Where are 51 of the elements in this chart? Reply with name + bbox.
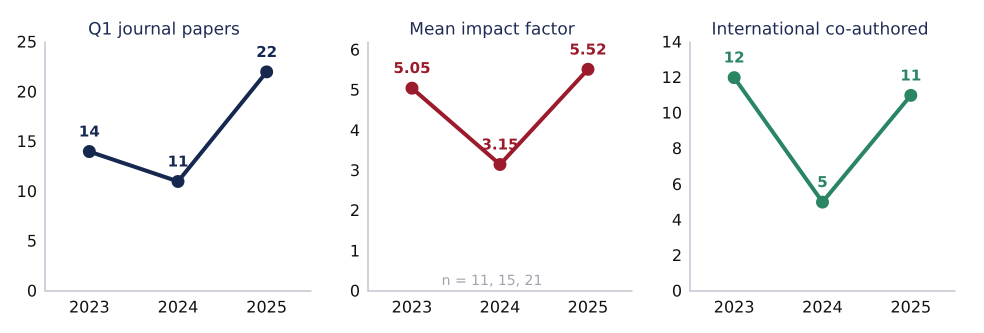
data-label: 5.05 xyxy=(393,59,431,78)
point xyxy=(582,62,594,76)
y-tick-label: 6 xyxy=(350,40,360,60)
y-tick-label: 4 xyxy=(672,210,682,230)
chart-title: Mean impact factor xyxy=(409,20,575,40)
point xyxy=(260,65,274,78)
x-tick-label: 2025 xyxy=(890,298,932,316)
y-tick-label: 0 xyxy=(672,282,682,300)
data-label: 12 xyxy=(724,48,745,67)
data-label: 5 xyxy=(817,173,828,192)
y-tick-label: 6 xyxy=(672,174,682,194)
x-tick-label: 2024 xyxy=(480,298,520,316)
x-tick-label: 2025 xyxy=(246,298,288,316)
y-tick-label: 5 xyxy=(350,80,360,100)
y-tick-label: 0 xyxy=(350,282,360,300)
point xyxy=(406,82,418,95)
y-tick-label: 2 xyxy=(350,201,360,220)
x-tick-label: 2024 xyxy=(802,298,843,316)
y-tick-label: 25 xyxy=(16,32,37,52)
point xyxy=(904,88,918,102)
x-tick-label: 2025 xyxy=(568,298,608,316)
y-tick-label: 10 xyxy=(662,104,682,123)
data-label: 22 xyxy=(256,42,278,61)
point xyxy=(82,145,96,158)
y-tick-label: 1 xyxy=(350,241,360,260)
x-tick-label: 2024 xyxy=(158,298,198,316)
data-label: 11 xyxy=(900,66,922,84)
point xyxy=(816,196,829,209)
data-label: 11 xyxy=(168,152,188,170)
x-tick-label: 2023 xyxy=(392,298,432,316)
y-tick-label: 14 xyxy=(662,32,682,52)
y-tick-label: 0 xyxy=(26,282,37,300)
x-tick-label: 2023 xyxy=(714,298,755,316)
point xyxy=(494,158,506,171)
y-tick-label: 8 xyxy=(672,139,682,158)
chart-title: International co-authored xyxy=(712,20,928,40)
point xyxy=(728,71,741,84)
point xyxy=(172,174,184,188)
y-tick-label: 20 xyxy=(16,82,37,102)
y-tick-label: 4 xyxy=(350,120,360,140)
x-tick-label: 2023 xyxy=(68,298,110,316)
y-tick-label: 10 xyxy=(16,182,37,201)
y-tick-label: 5 xyxy=(26,232,37,251)
data-label: 5.52 xyxy=(569,40,607,58)
annotation: n = 11, 15, 21 xyxy=(442,273,542,289)
chart-title: Q1 journal papers xyxy=(88,20,240,40)
data-label: 14 xyxy=(78,122,100,141)
y-tick-label: 15 xyxy=(16,132,37,152)
y-tick-label: 2 xyxy=(672,246,682,265)
y-tick-label: 12 xyxy=(662,68,682,88)
y-tick-label: 3 xyxy=(350,161,360,180)
